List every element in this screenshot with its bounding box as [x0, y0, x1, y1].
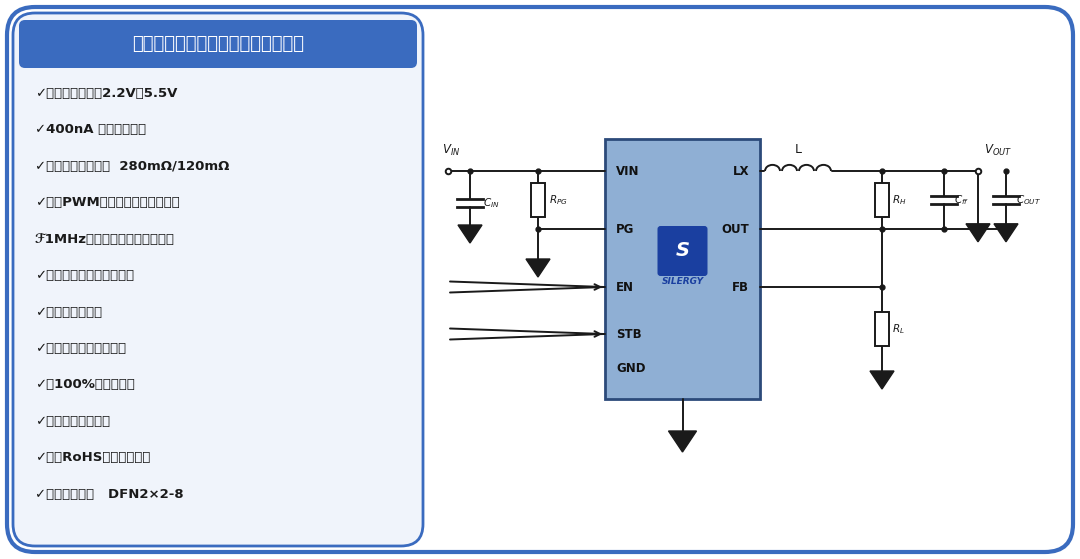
- FancyBboxPatch shape: [19, 20, 417, 68]
- Text: $R_H$: $R_H$: [892, 193, 906, 207]
- Text: STB: STB: [616, 328, 642, 340]
- Bar: [875, 183, 889, 217]
- Text: ✓快速PWM控制实现极速动态响应: ✓快速PWM控制实现极速动态响应: [35, 196, 179, 209]
- Text: ✓打嗝模式输出短路保护: ✓打嗝模式输出短路保护: [35, 342, 126, 355]
- Text: ✓符合RoHS标准且无卤素: ✓符合RoHS标准且无卤素: [35, 452, 150, 465]
- Bar: [875, 312, 889, 346]
- Text: ℱ1MHz高开关频率减少外部元件: ℱ1MHz高开关频率减少外部元件: [35, 233, 175, 245]
- Text: ✓内部开关低导通：  280mΩ/120mΩ: ✓内部开关低导通： 280mΩ/120mΩ: [35, 159, 229, 173]
- Text: $R_L$: $R_L$: [892, 322, 905, 336]
- Polygon shape: [526, 259, 550, 277]
- Text: ✓400nA 超低静态电流: ✓400nA 超低静态电流: [35, 123, 146, 136]
- Text: $C_{IN}$: $C_{IN}$: [483, 196, 500, 210]
- Text: $R_{PG}$: $R_{PG}$: [549, 193, 568, 207]
- Polygon shape: [966, 224, 990, 242]
- Text: $V_{OUT}$: $V_{OUT}$: [984, 143, 1012, 158]
- Text: LX: LX: [732, 164, 750, 178]
- Text: ✓输出自动放电功能: ✓输出自动放电功能: [35, 415, 110, 428]
- Text: $C_{OUT}$: $C_{OUT}$: [1016, 193, 1041, 207]
- Text: S: S: [675, 241, 689, 260]
- Text: SILERGY: SILERGY: [661, 277, 703, 286]
- FancyBboxPatch shape: [13, 13, 423, 546]
- Text: 矽力杰超低静态电流降压稳压器方案: 矽力杰超低静态电流降压稳压器方案: [132, 35, 303, 53]
- Text: L: L: [795, 143, 801, 156]
- Text: GND: GND: [616, 362, 646, 376]
- FancyBboxPatch shape: [6, 7, 1074, 552]
- Polygon shape: [994, 224, 1018, 242]
- Text: ✓紧凑型封装：   DFN2×2-8: ✓紧凑型封装： DFN2×2-8: [35, 488, 184, 501]
- Bar: [530, 183, 545, 217]
- Text: ✓输入电压范围：2.2V～5.5V: ✓输入电压范围：2.2V～5.5V: [35, 87, 177, 100]
- Polygon shape: [458, 225, 482, 243]
- Text: $C_{ff}$: $C_{ff}$: [954, 193, 969, 207]
- FancyBboxPatch shape: [658, 226, 707, 276]
- Text: ✓电源正常指示器: ✓电源正常指示器: [35, 306, 103, 319]
- Text: PG: PG: [616, 222, 634, 235]
- Bar: [605, 139, 760, 399]
- Polygon shape: [870, 371, 894, 389]
- Polygon shape: [669, 431, 697, 452]
- Text: VIN: VIN: [616, 164, 639, 178]
- Text: ✓内部软启动限制过冲电流: ✓内部软启动限制过冲电流: [35, 269, 134, 282]
- Text: EN: EN: [616, 281, 634, 293]
- Text: OUT: OUT: [721, 222, 750, 235]
- Text: ✓可100%占空比运行: ✓可100%占空比运行: [35, 378, 135, 391]
- Text: $V_{IN}$: $V_{IN}$: [442, 143, 460, 158]
- Text: FB: FB: [732, 281, 750, 293]
